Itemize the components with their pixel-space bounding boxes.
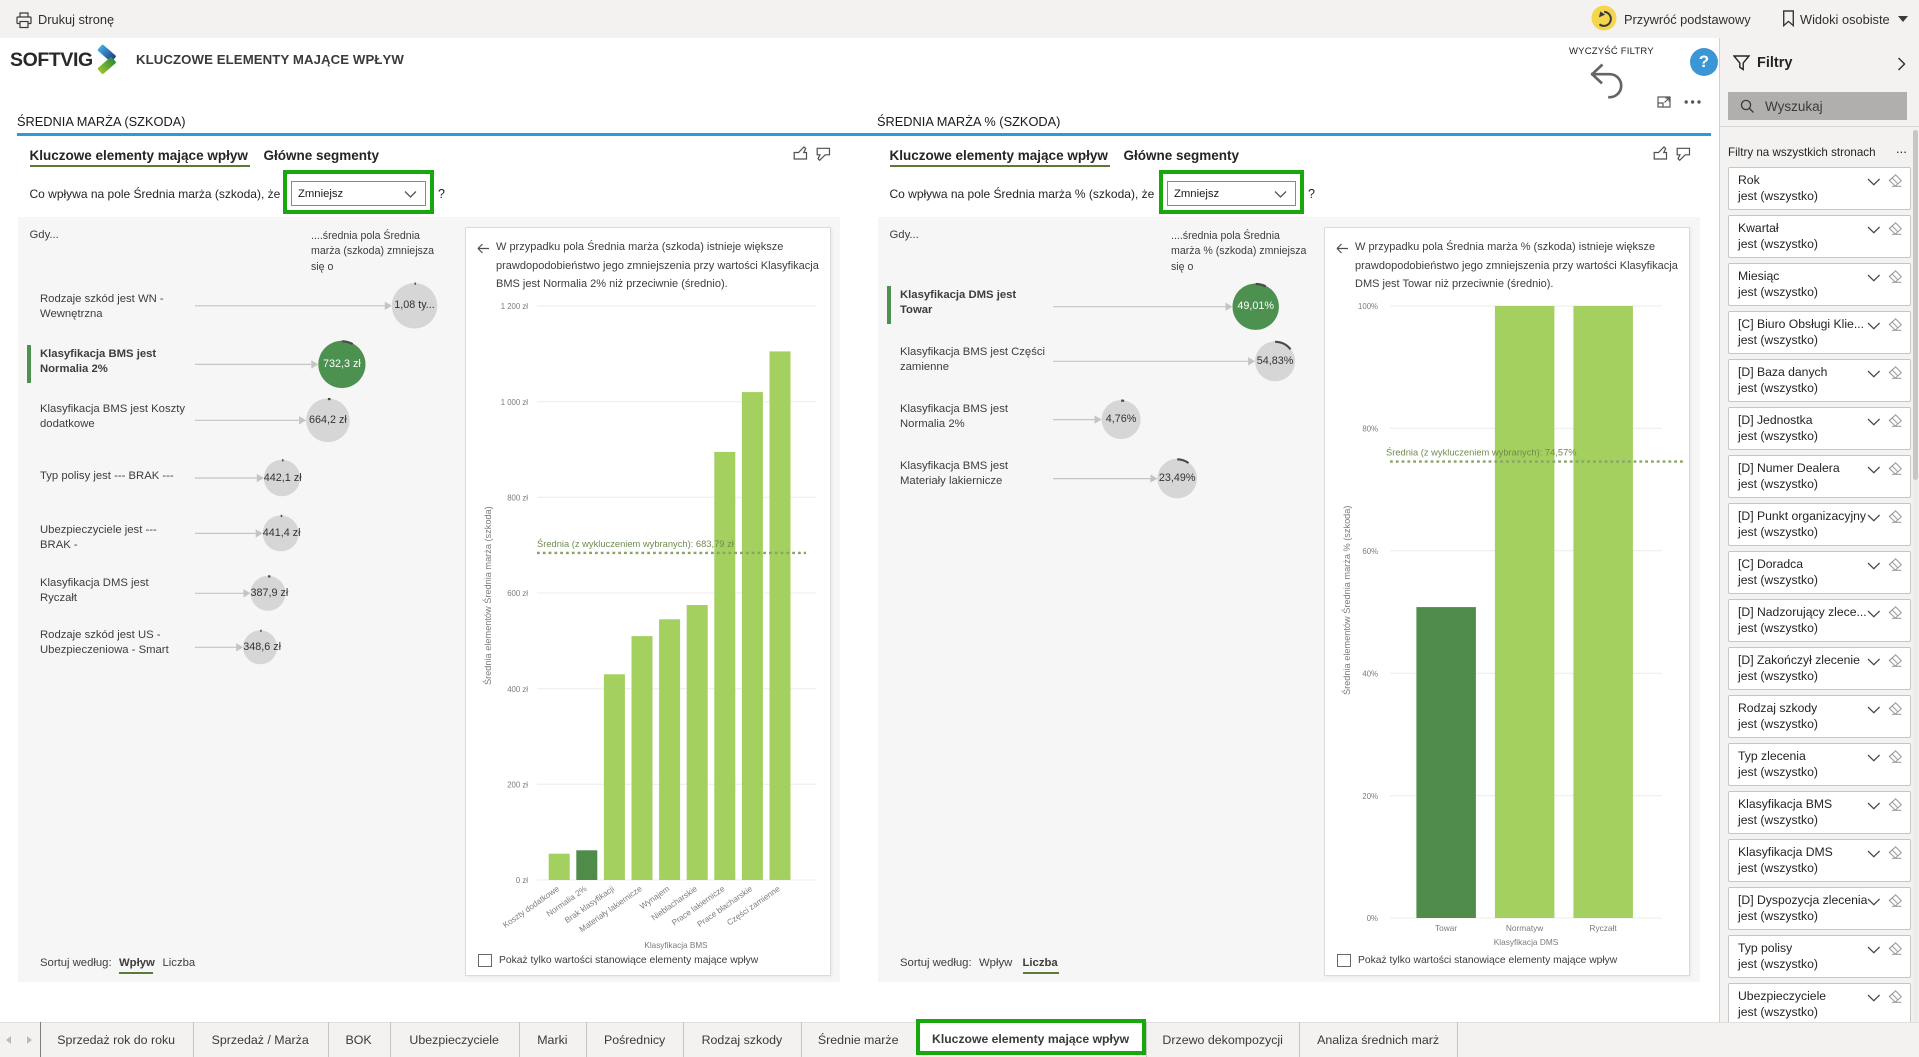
svg-text:40%: 40%: [1362, 669, 1378, 678]
svg-text:Ryczałt: Ryczałt: [1589, 923, 1617, 933]
svg-text:Średnia (z wykluczeniem wybran: Średnia (z wykluczeniem wybranych): 683,…: [537, 538, 735, 549]
svg-text:Klasyfikacja DMS: Klasyfikacja DMS: [1494, 937, 1559, 947]
svg-text:Średnia (z wykluczeniem wybran: Średnia (z wykluczeniem wybranych): 74,5…: [1386, 447, 1577, 458]
svg-text:100%: 100%: [1358, 302, 1378, 311]
svg-text:20%: 20%: [1362, 792, 1378, 801]
svg-text:Normatyw: Normatyw: [1506, 923, 1544, 933]
svg-text:400 zł: 400 zł: [507, 685, 528, 694]
svg-text:Klasyfikacja BMS: Klasyfikacja BMS: [644, 941, 708, 950]
svg-text:200 zł: 200 zł: [507, 781, 528, 790]
svg-text:Towar: Towar: [1435, 923, 1457, 933]
svg-text:800 zł: 800 zł: [507, 494, 528, 503]
svg-text:0 zł: 0 zł: [516, 876, 528, 885]
svg-text:600 zł: 600 zł: [507, 589, 528, 598]
svg-text:0%: 0%: [1367, 914, 1378, 923]
svg-text:80%: 80%: [1362, 425, 1378, 434]
svg-text:1 200 zł: 1 200 zł: [501, 302, 529, 311]
svg-text:1 000 zł: 1 000 zł: [501, 398, 529, 407]
svg-text:60%: 60%: [1362, 547, 1378, 556]
